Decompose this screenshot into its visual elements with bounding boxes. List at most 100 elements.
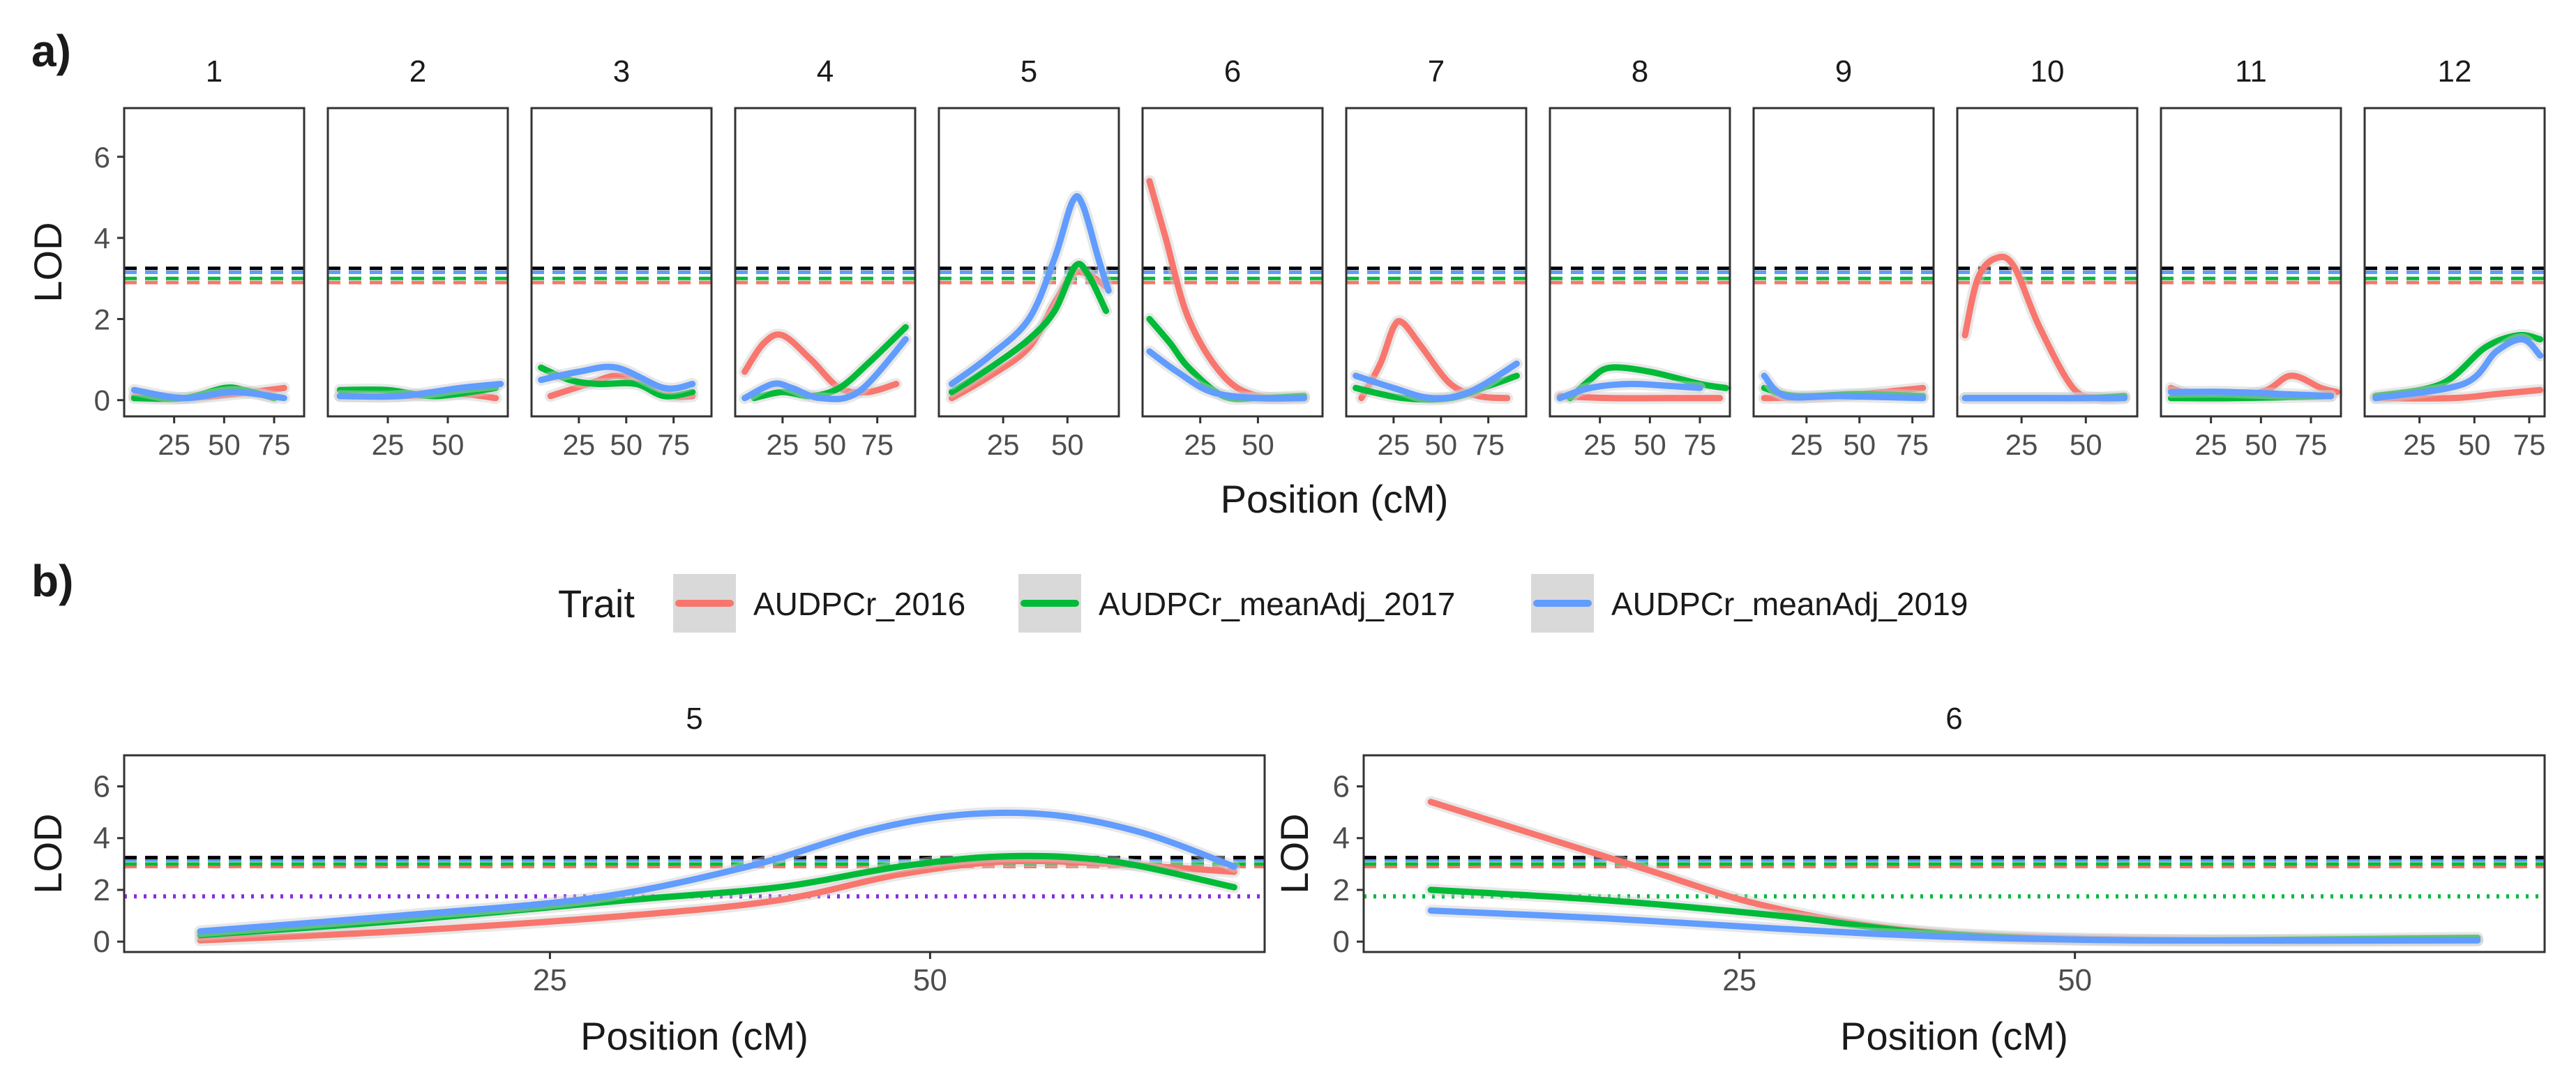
- y-axis-title: LOD: [26, 813, 70, 893]
- series-line-AUDPCr_meanAdj_2017: [1567, 364, 1729, 402]
- x-tick-label: 25: [1722, 963, 1756, 997]
- series-line-AUDPCr_meanAdj_2019: [1427, 907, 2481, 944]
- facet-frame: [1956, 107, 2139, 418]
- series-line-AUDPCr_meanAdj_2019: [1556, 380, 1703, 402]
- x-tick-label: 75: [1896, 428, 1929, 461]
- facet-7: 7 25 50 75: [1345, 54, 1528, 461]
- facet-5: 5 25 50 0 2 4 6: [93, 702, 1266, 997]
- facet-frame: [1549, 107, 1731, 418]
- x-tick-label: 25: [987, 428, 1020, 461]
- facet-frame: [326, 107, 509, 418]
- series-line-AUDPCr_meanAdj_2017: [197, 852, 1237, 939]
- facet-strip-label: 12: [2438, 54, 2472, 89]
- series-line-AUDPCr_2016: [1556, 393, 1724, 402]
- x-tick-label: 25: [533, 963, 567, 997]
- x-tick-label: 75: [657, 428, 690, 461]
- x-tick-label: 50: [432, 428, 465, 461]
- x-tick-label: 50: [1843, 428, 1876, 461]
- facet-3: 3 25 50 75: [530, 54, 713, 461]
- legend-label: AUDPCr_2016: [753, 586, 965, 622]
- y-tick-label: 6: [1333, 770, 1350, 804]
- facet-strip-label: 6: [1224, 54, 1241, 89]
- x-tick-label: 25: [1184, 428, 1217, 461]
- facet-strip-label: 4: [817, 54, 834, 89]
- facet-frame: [937, 107, 1120, 418]
- panel-b: 5 25 50 0 2 4 6 LOD Position (cM) 6 25 50 0 2 4 6 LOD Pos…: [26, 702, 2546, 1058]
- x-tick-label: 50: [913, 963, 947, 997]
- x-tick-label: 75: [861, 428, 894, 461]
- facet-5: 5 25 50: [937, 54, 1120, 461]
- facet-frame: [734, 107, 917, 418]
- legend-label: AUDPCr_meanAdj_2019: [1611, 586, 1968, 622]
- x-tick-label: 50: [1634, 428, 1666, 461]
- x-tick-label: 75: [1472, 428, 1505, 461]
- x-tick-label: 25: [563, 428, 596, 461]
- facet-strip-label: 5: [686, 702, 702, 736]
- x-tick-label: 50: [813, 428, 846, 461]
- facet-6: 6 25 50: [1141, 54, 1324, 461]
- y-tick-label: 6: [93, 770, 110, 804]
- series-line-AUDPCr_meanAdj_2019: [197, 809, 1237, 935]
- series-line-AUDPCr_meanAdj_2017: [538, 364, 696, 400]
- facet-9: 9 25 50 75: [1752, 54, 1935, 461]
- series-line-AUDPCr_meanAdj_2017: [751, 324, 909, 402]
- x-tick-label: 50: [2245, 428, 2277, 461]
- facet-strip-label: 3: [613, 54, 630, 89]
- x-tick-label: 50: [1051, 428, 1084, 461]
- x-tick-label: 50: [1242, 428, 1274, 461]
- x-tick-label: 50: [2458, 428, 2491, 461]
- facet-frame: [123, 754, 1266, 953]
- facet-strip-label: 7: [1428, 54, 1445, 89]
- x-axis-title: Position (cM): [1221, 477, 1449, 521]
- panel-a-tag: a): [31, 26, 71, 76]
- facet-frame: [2363, 107, 2546, 418]
- legend: Trait AUDPCr_2016 AUDPCr_meanAdj_2017 AUDPC…: [558, 574, 1968, 633]
- x-axis-title: Position (cM): [1840, 1014, 2068, 1058]
- series-line-AUDPCr_2016: [2372, 386, 2544, 402]
- x-tick-label: 25: [372, 428, 405, 461]
- facet-11: 11 25 50 75: [2160, 54, 2343, 461]
- facet-6: 6 25 50 0 2 4 6: [1333, 702, 2546, 997]
- facet-strip-label: 1: [206, 54, 223, 89]
- series-ribbon: [945, 190, 1115, 390]
- x-tick-label: 25: [158, 428, 190, 461]
- series-line-AUDPCr_meanAdj_2019: [948, 193, 1112, 387]
- y-tick-label: 2: [94, 303, 110, 335]
- facet-frame: [123, 107, 306, 418]
- x-tick-label: 50: [2058, 963, 2092, 997]
- series-line-AUDPCr_meanAdj_2017: [948, 261, 1110, 395]
- y-tick-label: 2: [93, 873, 110, 907]
- y-tick-label: 6: [94, 141, 110, 174]
- series-line-AUDPCr_meanAdj_2019: [1761, 372, 1927, 402]
- facet-strip-label: 8: [1632, 54, 1648, 89]
- facet-10: 10 25 50: [1956, 54, 2139, 461]
- facet-strip-label: 2: [409, 54, 426, 89]
- facet-strip-label: 9: [1835, 54, 1852, 89]
- facet-frame: [1362, 754, 2546, 953]
- x-tick-label: 25: [1791, 428, 1823, 461]
- facet-frame: [2160, 107, 2342, 418]
- x-tick-label: 25: [1583, 428, 1616, 461]
- x-axis-title: Position (cM): [580, 1014, 808, 1058]
- panel-b-tag: b): [31, 556, 73, 606]
- x-tick-label: 25: [2194, 428, 2227, 461]
- legend-title: Trait: [558, 582, 635, 626]
- series-line-AUDPCr_2016: [1358, 317, 1511, 402]
- y-tick-label: 0: [1333, 925, 1350, 959]
- facet-strip-label: 11: [2235, 54, 2267, 89]
- facet-2: 2 25 50: [326, 54, 509, 461]
- facet-8: 8 25 50 75: [1549, 54, 1732, 461]
- x-tick-label: 75: [258, 428, 291, 461]
- series-line-AUDPCr_meanAdj_2019: [336, 381, 504, 400]
- facet-strip-label: 5: [1020, 54, 1037, 89]
- x-tick-label: 75: [2295, 428, 2328, 461]
- y-tick-label: 4: [1333, 822, 1350, 856]
- facet-strip-label: 10: [2031, 54, 2065, 89]
- series-line-AUDPCr_meanAdj_2019: [130, 386, 287, 402]
- x-tick-label: 25: [2005, 428, 2038, 461]
- series-line-AUDPCr_meanAdj_2019: [538, 363, 696, 392]
- facet-frame: [530, 107, 713, 418]
- series-line-AUDPCr_meanAdj_2019: [1146, 348, 1307, 402]
